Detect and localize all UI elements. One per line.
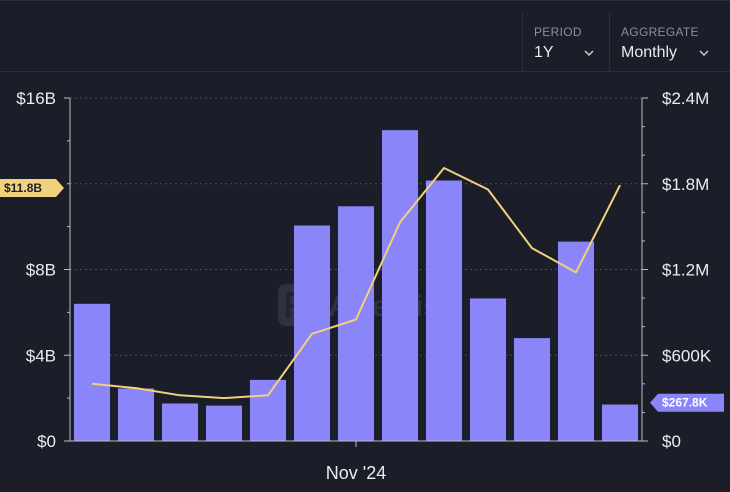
right-value-marker bbox=[650, 393, 724, 412]
chevron-down-icon bbox=[584, 50, 594, 57]
bar[interactable] bbox=[469, 298, 507, 441]
chevron-down-icon bbox=[699, 50, 709, 57]
period-label: PERIOD bbox=[534, 25, 582, 39]
x-tick-label: Nov '24 bbox=[326, 463, 386, 483]
bar[interactable] bbox=[513, 338, 551, 441]
y-right-tick-label: $2.4M bbox=[662, 89, 709, 108]
left-value-marker-label: $11.8B bbox=[4, 181, 42, 195]
bar[interactable] bbox=[205, 405, 243, 441]
right-value-marker-label: $267.8K bbox=[662, 396, 708, 410]
bar[interactable] bbox=[249, 379, 287, 441]
bar[interactable] bbox=[557, 241, 595, 441]
bars bbox=[73, 130, 639, 442]
bar[interactable] bbox=[73, 303, 111, 441]
y-left-tick-label: $8B bbox=[26, 261, 56, 280]
bar[interactable] bbox=[161, 403, 199, 441]
y-right-tick-label: $600K bbox=[662, 346, 712, 365]
aggregate-value: Monthly bbox=[621, 44, 678, 61]
line-path[interactable] bbox=[91, 167, 621, 400]
y-right-tick-label: $1.8M bbox=[662, 175, 709, 194]
bar[interactable] bbox=[381, 130, 419, 441]
bar[interactable] bbox=[601, 404, 639, 441]
bar[interactable] bbox=[425, 180, 463, 442]
grid bbox=[70, 97, 642, 356]
y-left-tick-label: $16B bbox=[16, 89, 56, 108]
markers: $11.8B $267.8K bbox=[0, 179, 724, 412]
axes: $0 $4B $8B $16B $0 $600K $1.2M $1.8M $2.4M Nov '2… bbox=[16, 89, 712, 483]
line-series bbox=[91, 167, 621, 400]
period-selector[interactable]: PERIOD 1Y bbox=[522, 13, 609, 73]
bar[interactable] bbox=[117, 388, 155, 441]
y-right-tick-label: $0 bbox=[662, 432, 681, 451]
aggregate-selector[interactable]: AGGREGATE Monthly bbox=[609, 13, 730, 73]
chart-toolbar: PERIOD 1Y AGGREGATE Monthly bbox=[0, 0, 730, 73]
period-value: 1Y bbox=[534, 44, 554, 61]
aggregate-label: AGGREGATE bbox=[621, 25, 699, 39]
y-right-tick-label: $1.2M bbox=[662, 261, 709, 280]
left-value-marker bbox=[0, 179, 64, 198]
y-left-tick-label: $4B bbox=[26, 346, 56, 365]
y-left-tick-label: $0 bbox=[37, 432, 56, 451]
